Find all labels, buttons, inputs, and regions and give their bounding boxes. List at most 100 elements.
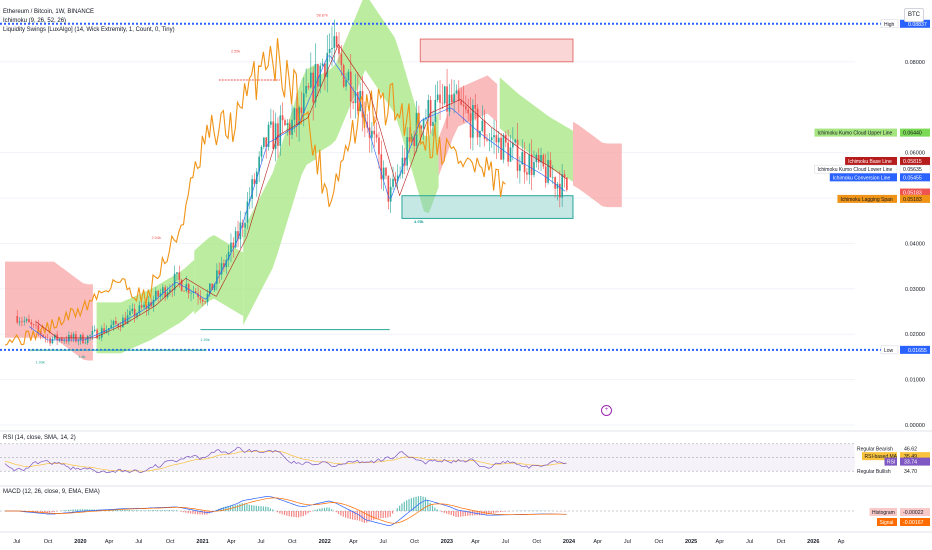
macd-histogram-bar (359, 511, 361, 521)
symbol-title[interactable]: Ethereum / Bitcoin, 1W, BINANCE (3, 9, 95, 15)
candle-body (117, 323, 120, 327)
candle-body (561, 174, 563, 198)
rsi-legend[interactable]: RSI (14, close, SMA, 14, 2) (3, 435, 76, 441)
events-icon[interactable]: + (601, 405, 612, 416)
candle-body (427, 99, 430, 118)
macd-legend[interactable]: MACD (12, 26, close, 9, EMA, EMA) (3, 489, 100, 495)
time-tick: Apr (716, 539, 725, 545)
price-value-text: 0.05635 (903, 167, 922, 173)
macd-histogram-bar (300, 511, 302, 517)
candle-body (563, 174, 566, 178)
rsi-label-box (884, 457, 897, 466)
candle-body (84, 342, 87, 344)
candle-body (251, 179, 253, 199)
macd-histogram-bar (147, 510, 149, 511)
macd-histogram-bar (443, 511, 445, 513)
candle-body (476, 108, 479, 138)
time-tick: Oct (654, 539, 663, 545)
candle-body (371, 130, 373, 138)
candle-body (129, 311, 131, 316)
macd-histogram-bar (391, 511, 394, 514)
candle-body (187, 284, 190, 294)
candle-body (495, 135, 498, 143)
candle-body (300, 107, 303, 113)
candle-body (354, 91, 357, 104)
currency-button[interactable]: BTC (904, 8, 924, 22)
candle-body (39, 330, 42, 335)
price-value-box (900, 194, 930, 203)
time-tick: 2023 (441, 539, 453, 545)
macd-histogram-bar (340, 511, 342, 516)
ichimoku-kumo (5, 0, 622, 361)
rsi-label-box (854, 444, 897, 453)
macd-histogram-bar (236, 504, 239, 511)
candle-body (171, 289, 174, 291)
candle-body (263, 137, 265, 147)
macd-histogram-bar (450, 511, 452, 516)
candle-body (528, 154, 531, 175)
candle-body (154, 290, 157, 300)
macd-histogram-bar (363, 511, 365, 523)
line-label-text: Ichimoku Lagging Span (840, 197, 892, 203)
kumo-cloud-segment (573, 121, 622, 208)
line-label-box (814, 128, 897, 137)
macd-histogram-bar (234, 505, 236, 511)
hilo-value-box (900, 19, 930, 28)
rsi-value-box (900, 444, 930, 453)
candle-body (35, 324, 37, 326)
ichimoku-legend[interactable]: Ichimoku (9, 26, 52, 26) (3, 18, 67, 24)
macd-histogram-bar (490, 511, 492, 514)
liquidity-swings-legend[interactable]: Liquidity Swings [LuxAlgo] (14, Wick Ext… (3, 27, 175, 33)
hilo-name-box (880, 345, 899, 355)
candle-body (340, 53, 343, 66)
candle-body (512, 142, 514, 148)
macd-histogram-bar (389, 511, 391, 517)
time-tick: Oct (166, 539, 175, 545)
macd-histogram-bar (455, 511, 457, 518)
candle-body (133, 308, 136, 317)
candle-body (178, 272, 181, 280)
macd-histogram-bar (420, 495, 422, 511)
candle-body (183, 290, 185, 292)
candle-body (216, 270, 218, 284)
kumo-cloud-segment (5, 261, 93, 361)
price-tick: 0.08000 (905, 60, 925, 66)
candle-body (49, 338, 51, 344)
macd-histogram-bar (243, 503, 246, 511)
candle-body (136, 313, 138, 317)
macd-histogram-bar (316, 509, 319, 511)
candle-body (18, 321, 21, 323)
macd-histogram-bar (448, 511, 450, 515)
macd-histogram-bar (276, 511, 279, 513)
candle-body (542, 155, 545, 167)
candle-body (244, 222, 246, 228)
macd-histogram-bar (281, 511, 283, 515)
candle-body (411, 136, 413, 142)
kumo-cloud-segment (499, 77, 573, 182)
swing-label: 4.77k (414, 220, 423, 224)
candle-body (211, 283, 213, 291)
price-tick: 0.01000 (905, 378, 925, 384)
candle-body (314, 64, 317, 103)
macd-histogram-bar (288, 511, 290, 517)
candle-body (523, 152, 526, 173)
price-value-box (900, 173, 930, 182)
candle-body (270, 121, 272, 125)
candle-body (44, 337, 47, 338)
liquidity-zone-upper (419, 38, 574, 63)
macd-histogram-bar (352, 511, 354, 520)
rsi-label-text: RSI (887, 460, 895, 466)
macd-label-box (869, 508, 897, 516)
swing-label: 2.04k (152, 236, 161, 240)
candle-body (190, 292, 192, 294)
candle-body (277, 123, 279, 146)
macd-histogram-bar (168, 510, 171, 511)
macd-histogram-bar (185, 511, 187, 513)
time-tick: Jul (13, 539, 20, 545)
rsi-label-box (862, 452, 897, 461)
macd-histogram-bar (227, 506, 229, 511)
candle-body (375, 134, 378, 138)
rsi-ma-line (4, 450, 567, 472)
macd-histogram-bar (396, 508, 398, 511)
macd-histogram-bar (462, 511, 464, 517)
